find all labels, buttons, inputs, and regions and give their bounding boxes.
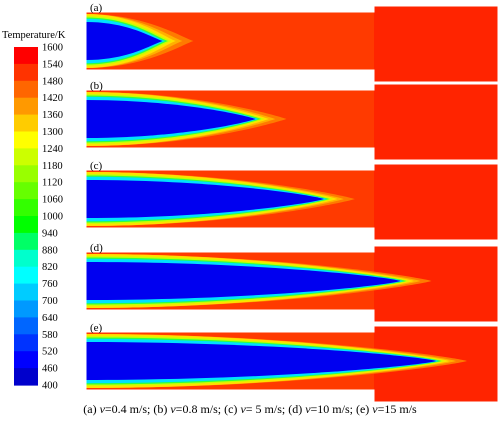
legend-tick-label: 1300 bbox=[42, 127, 63, 138]
legend-title: Temperature/K bbox=[2, 30, 66, 41]
legend-color-swatch bbox=[14, 80, 38, 99]
caption-text: (a) bbox=[83, 402, 100, 416]
legend-tick-label: 1240 bbox=[42, 144, 63, 155]
legend-tick-label: 1060 bbox=[42, 195, 63, 206]
contour-panels: (a) (b) (c) (d) (e) bbox=[85, 2, 499, 403]
caption-text: =0.8 m/s; (c) bbox=[175, 402, 241, 416]
figure-caption: (a) v=0.4 m/s; (b) v=0.8 m/s; (c) v= 5 m… bbox=[0, 402, 500, 417]
legend-tick-labels: 1600 1540 1480 1420 1360 1300 1240 1180 1120 1060… bbox=[42, 43, 63, 392]
legend-color-swatch bbox=[14, 351, 38, 369]
legend-color-swatch bbox=[14, 334, 38, 352]
legend-color-swatch bbox=[14, 63, 38, 82]
legend-tick-label: 1600 bbox=[42, 43, 63, 54]
caption-text: =15 m/s bbox=[377, 402, 417, 416]
flame-contour-band bbox=[86, 100, 256, 138]
temperature-legend: Temperature/K 1600 1540 1480 1420 1360 1300 12… bbox=[2, 30, 66, 392]
legend-tick-label: 1360 bbox=[42, 110, 63, 121]
legend-color-swatch bbox=[14, 216, 38, 234]
legend-color-swatch bbox=[14, 114, 38, 133]
contour-panel: (d) bbox=[85, 242, 499, 323]
legend-color-swatch bbox=[14, 131, 38, 149]
legend-tick-label: 880 bbox=[42, 245, 58, 256]
legend-tick-label: 820 bbox=[42, 262, 58, 273]
legend-color-swatch bbox=[14, 249, 38, 268]
contour-panel: (a) bbox=[85, 2, 499, 83]
caption-text: =0.4 m/s; (b) bbox=[104, 402, 171, 416]
caption-velocity-symbol: v bbox=[372, 402, 378, 416]
caption-velocity-symbol: v bbox=[305, 402, 311, 416]
legend-color-swatch bbox=[14, 165, 38, 183]
legend-color-swatch bbox=[14, 283, 38, 302]
legend-tick-label: 400 bbox=[42, 381, 58, 392]
legend-tick-label: 1180 bbox=[42, 161, 63, 172]
legend-color-swatch bbox=[14, 317, 38, 335]
legend-tick-label: 520 bbox=[42, 347, 58, 358]
panel-label: (b) bbox=[90, 80, 103, 92]
panel-label: (e) bbox=[90, 322, 103, 334]
panel-label: (a) bbox=[90, 2, 103, 14]
contour-panel: (c) bbox=[85, 160, 499, 241]
legend-color-swatch bbox=[14, 199, 38, 217]
flame-contour-band bbox=[86, 22, 163, 60]
panel-label: (d) bbox=[90, 242, 103, 254]
legend-color-swatch bbox=[14, 368, 38, 386]
legend-tick-label: 1120 bbox=[42, 178, 63, 189]
legend-tick-label: 1000 bbox=[42, 212, 63, 223]
panel-label: (c) bbox=[90, 160, 103, 172]
legend-color-swatch bbox=[14, 182, 38, 200]
caption-velocity-symbol: v bbox=[170, 402, 176, 416]
legend-tick-label: 580 bbox=[42, 330, 58, 341]
caption-text: =10 m/s; (e) bbox=[310, 402, 373, 416]
legend-tick-label: 640 bbox=[42, 313, 58, 324]
legend-color-swatch bbox=[14, 97, 38, 116]
flame-contour-band bbox=[86, 262, 401, 300]
legend-color-swatch bbox=[14, 47, 38, 65]
legend-tick-label: 700 bbox=[42, 296, 58, 307]
legend-tick-label: 760 bbox=[42, 279, 58, 290]
caption-velocity-symbol: v bbox=[240, 402, 246, 416]
contour-panel: (e) bbox=[85, 322, 499, 403]
caption-text: = 5 m/s; (d) bbox=[245, 402, 306, 416]
flame-contour-band bbox=[86, 180, 325, 218]
legend-color-swatch bbox=[14, 232, 38, 251]
legend-tick-label: 460 bbox=[42, 364, 58, 375]
legend-color-swatch bbox=[14, 148, 38, 166]
caption-velocity-symbol: v bbox=[99, 402, 105, 416]
legend-colorbar bbox=[14, 47, 38, 386]
legend-tick-label: 1420 bbox=[42, 93, 63, 104]
contour-panel: (b) bbox=[85, 80, 499, 161]
legend-tick-label: 940 bbox=[42, 228, 58, 239]
legend-tick-label: 1540 bbox=[42, 59, 63, 70]
legend-tick-label: 1480 bbox=[42, 76, 63, 87]
legend-color-swatch bbox=[14, 300, 38, 318]
legend-color-swatch bbox=[14, 266, 38, 285]
flame-contour-band bbox=[86, 342, 437, 380]
